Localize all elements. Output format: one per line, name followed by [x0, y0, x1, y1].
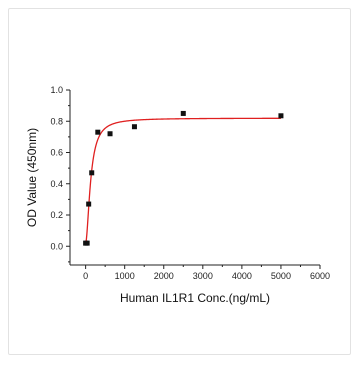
data-point	[89, 170, 95, 176]
x-axis-label: Human IL1R1 Conc.(ng/mL)	[120, 291, 270, 305]
x-tick-label: 3000	[193, 271, 213, 281]
data-point	[180, 110, 186, 116]
data-points	[83, 110, 284, 246]
data-point	[84, 240, 90, 246]
fit-curve	[85, 117, 281, 244]
data-point	[278, 113, 284, 119]
data-point	[131, 124, 137, 130]
y-tick-label: 0.4	[50, 179, 63, 189]
y-tick-label: 0.8	[50, 116, 63, 126]
x-tick-label: 5000	[271, 271, 291, 281]
data-point	[95, 129, 101, 135]
y-tick-label: 1.0	[50, 85, 63, 95]
x-tick-label: 1000	[115, 271, 135, 281]
y-axis-label: OD Value (450nm)	[25, 128, 39, 227]
x-tick-label: 0	[83, 271, 88, 281]
chart-frame	[8, 8, 351, 355]
tick-labels: 0.0 0.2 0.4 0.6 0.8 1.0 0 1000 2000 3000 4000 5000 6…	[50, 85, 330, 281]
y-tick-label: 0.6	[50, 148, 63, 158]
x-tick-label: 6000	[310, 271, 330, 281]
y-tick-label: 0.2	[50, 210, 63, 220]
data-point	[86, 201, 92, 207]
y-tick-label: 0.0	[50, 241, 63, 251]
axes	[66, 89, 321, 269]
x-tick-label: 4000	[232, 271, 252, 281]
data-point	[107, 131, 113, 137]
x-tick-label: 2000	[154, 271, 174, 281]
